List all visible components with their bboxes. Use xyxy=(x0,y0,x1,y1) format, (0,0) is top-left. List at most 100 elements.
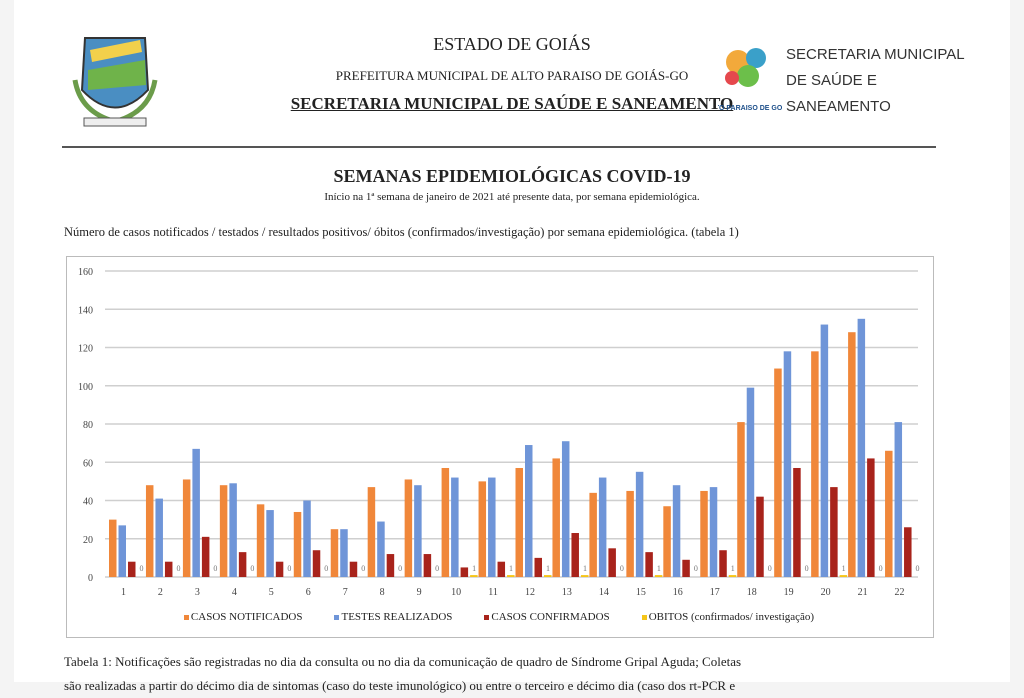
header-prefecture: PREFEITURA MUNICIPAL DE ALTO PARAISO DE … xyxy=(335,68,689,83)
bar xyxy=(256,504,265,577)
bar xyxy=(598,477,607,577)
data-label: 1 xyxy=(657,564,661,573)
bar xyxy=(635,471,644,577)
bar xyxy=(626,490,634,577)
bar xyxy=(839,575,848,577)
bar-chart: 0204060801001201401600102030405060708091… xyxy=(78,267,920,598)
logo-small-text: ALTO PARAISO DE GOIÁS xyxy=(718,103,782,112)
legend-swatch xyxy=(641,614,647,620)
logo-text-line: SECRETARIA MUNICIPAL xyxy=(786,46,965,63)
x-tick-label: 4 xyxy=(232,587,237,598)
bar xyxy=(746,387,755,577)
bar xyxy=(238,552,247,577)
bar xyxy=(663,506,671,577)
bar xyxy=(682,559,690,577)
x-tick-label: 14 xyxy=(599,587,609,598)
bar xyxy=(423,554,432,577)
legend-swatch xyxy=(183,614,189,620)
data-label: 0 xyxy=(324,564,328,573)
bar xyxy=(783,351,792,577)
municipal-coat-of-arms-logo xyxy=(72,37,158,127)
secretariat-logo-text: SECRETARIA MUNICIPAL DE SAÚDE E SANEAMEN… xyxy=(786,42,965,120)
x-tick-label: 18 xyxy=(747,587,757,598)
bar xyxy=(894,422,903,577)
logo-text-line: SANEAMENTO xyxy=(786,98,891,115)
data-label: 0 xyxy=(398,564,402,573)
bar xyxy=(820,324,829,577)
bar xyxy=(488,477,496,577)
caption-line: são realizadas a partir do décimo dia de… xyxy=(64,678,736,693)
legend-item: OBITOS (confirmados/ investigação) xyxy=(641,611,814,623)
x-tick-label: 5 xyxy=(269,587,274,598)
data-label: 0 xyxy=(250,564,254,573)
legend-label: TESTES REALIZADOS xyxy=(341,611,453,623)
data-label: 1 xyxy=(472,564,476,573)
chart-legend: CASOS NOTIFICADOS TESTES REALIZADOS CASOS … xyxy=(66,611,932,623)
bar xyxy=(728,575,737,577)
x-tick-label: 7 xyxy=(343,587,348,598)
bar xyxy=(349,561,358,577)
data-label: 0 xyxy=(768,564,772,573)
bar xyxy=(155,498,163,577)
data-label: 0 xyxy=(435,564,439,573)
bar xyxy=(830,487,838,577)
bar xyxy=(201,536,210,577)
data-label: 0 xyxy=(805,564,809,573)
legend-label: CASOS CONFIRMADOS xyxy=(491,611,610,623)
document-title: SEMANAS EPIDEMIOLÓGICAS COVID-19 xyxy=(333,166,691,186)
x-tick-label: 19 xyxy=(784,587,794,598)
bar xyxy=(561,441,570,577)
data-label: 1 xyxy=(731,564,735,573)
bar xyxy=(580,575,589,577)
table-caption: Tabela 1: Notificações são registradas n… xyxy=(64,650,944,698)
x-tick-label: 11 xyxy=(488,587,498,598)
bar xyxy=(145,485,154,577)
x-tick-label: 20 xyxy=(821,587,831,598)
bar xyxy=(414,485,422,577)
data-label: 0 xyxy=(213,564,217,573)
chart-description: Número de casos notificados / testados /… xyxy=(64,225,739,239)
x-tick-label: 3 xyxy=(195,587,200,598)
y-tick-label: 100 xyxy=(78,382,93,393)
bar xyxy=(330,529,339,577)
data-label: 1 xyxy=(842,564,846,573)
caption-line: Tabela 1: Notificações são registradas n… xyxy=(64,654,742,669)
y-tick-label: 160 xyxy=(78,267,93,278)
x-tick-label: 9 xyxy=(417,587,422,598)
secretariat-logo: ALTO PARAISO DE GOIÁS xyxy=(718,48,782,112)
header-secretariat: SECRETARIA MUNICIPAL DE SAÚDE E SANEAMEN… xyxy=(290,94,734,113)
bar xyxy=(340,529,348,577)
legend-swatch xyxy=(334,614,340,620)
bar xyxy=(885,450,893,577)
bar xyxy=(386,554,395,577)
y-tick-label: 60 xyxy=(83,458,93,469)
bar xyxy=(470,575,478,577)
bar xyxy=(266,510,274,577)
bar xyxy=(377,521,385,577)
legend-item: CASOS NOTIFICADOS xyxy=(183,611,303,623)
bar xyxy=(275,561,284,577)
data-label: 0 xyxy=(361,564,365,573)
data-label: 0 xyxy=(620,564,624,573)
bar xyxy=(589,492,597,577)
bar xyxy=(672,485,681,577)
bar xyxy=(774,368,782,577)
legend-label: CASOS NOTIFICADOS xyxy=(190,611,303,623)
legend-item: TESTES REALIZADOS xyxy=(334,611,452,623)
bar xyxy=(192,448,200,577)
bar xyxy=(534,557,542,577)
bar xyxy=(867,458,875,577)
bar xyxy=(451,477,459,577)
bar xyxy=(525,445,533,577)
x-tick-label: 22 xyxy=(895,587,905,598)
bar xyxy=(709,487,718,577)
bar xyxy=(219,485,228,577)
x-tick-label: 10 xyxy=(451,587,461,598)
bar xyxy=(312,550,321,577)
x-tick-label: 6 xyxy=(306,587,311,598)
data-label: 0 xyxy=(879,564,883,573)
data-label: 1 xyxy=(509,564,513,573)
logo-text-line: DE SAÚDE E xyxy=(786,72,877,89)
x-tick-label: 21 xyxy=(858,587,868,598)
data-label: 1 xyxy=(583,564,587,573)
